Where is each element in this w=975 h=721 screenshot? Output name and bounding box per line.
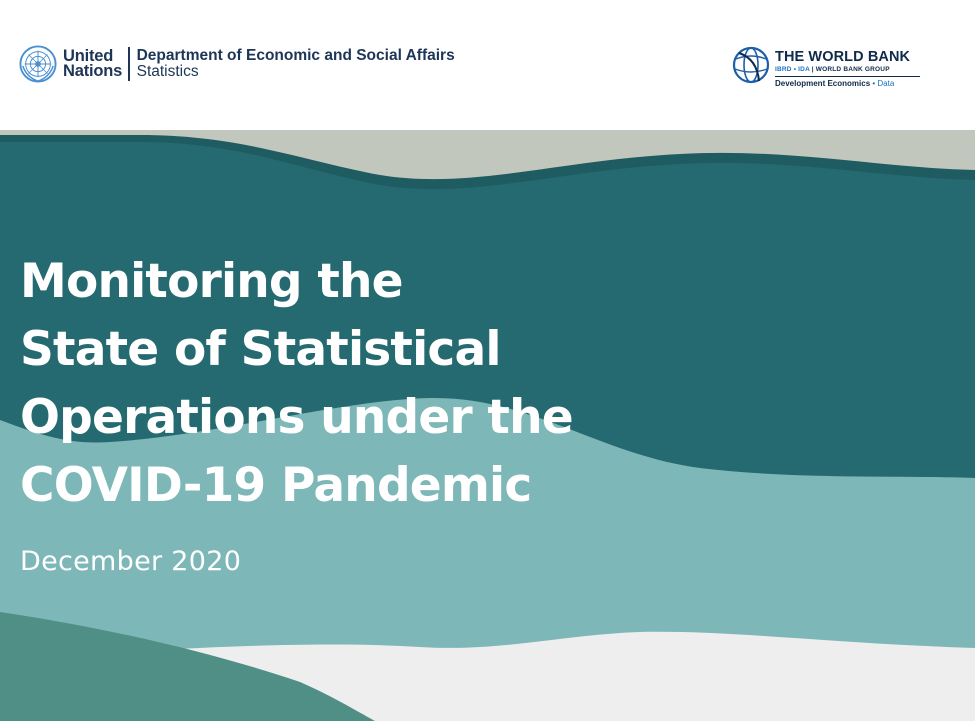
wb-dev-label: Development Economics (775, 79, 871, 88)
green-band-wave (0, 612, 375, 721)
title-line-3: Operations under the (20, 390, 574, 445)
light-gray-wave (140, 631, 975, 721)
wb-dev-econ: Development Economics • Data (775, 79, 920, 89)
wb-dev-separator: • (870, 79, 878, 88)
world-bank-title: THE WORLD BANK (775, 49, 911, 65)
cover-banner (0, 130, 975, 721)
wb-data-label: Data (877, 79, 895, 88)
department-division: Statistics (136, 63, 199, 80)
department-name: Department of Economic and Social Affair… (136, 47, 455, 64)
wb-sub-separator: | (809, 66, 816, 73)
world-bank-wordmark: THE WORLD BANK IBRD • IDA | WORLD BANK G… (775, 50, 920, 89)
title-line-4: COVID-19 Pandemic (20, 458, 532, 513)
un-department: Department of Economic and Social Affair… (137, 48, 455, 80)
title-line-1: Monitoring the (20, 254, 404, 309)
un-wordmark: United Nations (63, 47, 123, 80)
logo-divider (128, 47, 130, 81)
title-line-2: State of Statistical (20, 322, 502, 377)
wb-group: WORLD BANK GROUP (815, 66, 890, 73)
report-date: December 2020 (20, 546, 242, 577)
report-title: Monitoring the State of Statistical Oper… (20, 248, 574, 520)
wb-ibrd-ida: IBRD • IDA (775, 66, 810, 73)
un-desa-logo: United Nations Department of Economic an… (19, 45, 455, 83)
un-name-line1: United (63, 47, 114, 65)
wb-rule (775, 76, 920, 77)
world-bank-subtitle: IBRD • IDA | WORLD BANK GROUP (775, 65, 920, 74)
un-name-line2: Nations (63, 62, 123, 80)
un-emblem-icon (19, 45, 57, 83)
world-bank-logo: THE WORLD BANK IBRD • IDA | WORLD BANK G… (731, 45, 920, 89)
header-bar: United Nations Department of Economic an… (0, 0, 975, 130)
world-bank-globe-icon (732, 46, 770, 84)
